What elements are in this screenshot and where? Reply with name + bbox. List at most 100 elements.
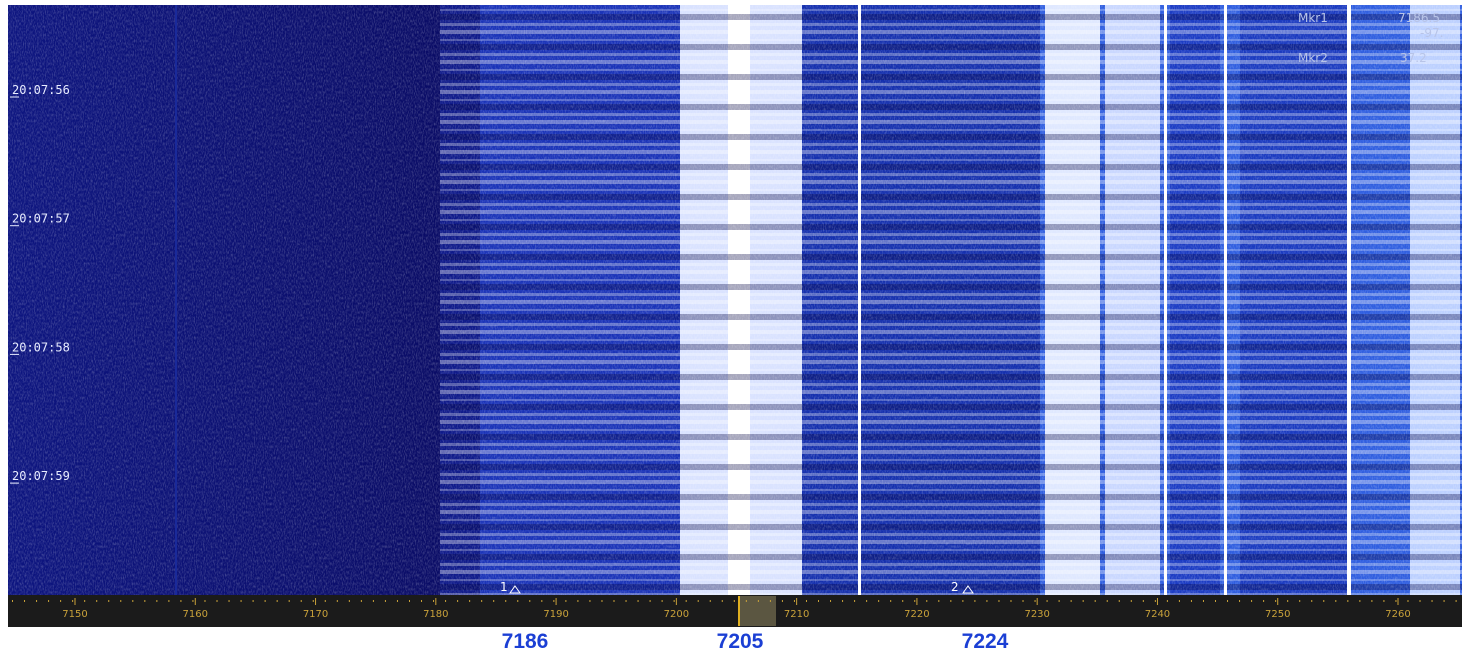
minor-tick	[1034, 600, 1036, 602]
minor-tick	[1106, 600, 1108, 602]
minor-tick	[1395, 600, 1397, 602]
minor-tick	[1142, 600, 1144, 602]
minor-tick	[589, 600, 591, 602]
minor-tick	[757, 600, 759, 602]
marker-triangle	[962, 585, 974, 594]
minor-tick	[168, 600, 170, 602]
minor-tick	[733, 600, 735, 602]
tick-label: 7240	[1145, 609, 1170, 620]
minor-tick	[96, 600, 98, 602]
minor-tick	[805, 600, 807, 602]
readout-text: -97.	[1420, 26, 1443, 40]
minor-tick	[1046, 600, 1048, 602]
minor-tick	[1010, 600, 1012, 602]
tick-label: 7220	[904, 609, 929, 620]
time-label: 20:07:56	[12, 83, 70, 97]
time-label: 20:07:59	[12, 469, 70, 483]
minor-tick	[1154, 600, 1156, 602]
minor-tick	[601, 600, 603, 602]
time-label: 20:07:58	[12, 340, 70, 354]
minor-tick	[60, 600, 62, 602]
minor-tick	[144, 600, 146, 602]
minor-tick	[878, 600, 880, 602]
minor-tick	[1407, 600, 1409, 602]
waterfall	[8, 5, 1462, 595]
minor-tick	[264, 600, 266, 602]
time-label: 20:07:57	[12, 212, 70, 226]
minor-tick	[721, 600, 723, 602]
minor-tick	[649, 600, 651, 602]
minor-tick	[1287, 600, 1289, 602]
minor-tick	[192, 600, 194, 602]
minor-tick	[769, 600, 771, 602]
minor-tick	[1443, 600, 1445, 602]
minor-tick	[324, 600, 326, 602]
minor-tick	[204, 600, 206, 602]
minor-tick	[1359, 600, 1361, 602]
minor-tick	[1082, 600, 1084, 602]
minor-tick	[1371, 600, 1373, 602]
minor-tick	[408, 600, 410, 602]
minor-tick	[1455, 600, 1457, 602]
minor-tick	[360, 600, 362, 602]
tick-label: 7180	[423, 609, 448, 620]
minor-tick	[1070, 600, 1072, 602]
minor-tick	[1215, 600, 1216, 602]
minor-tick	[24, 600, 26, 602]
minor-tick	[1251, 600, 1253, 602]
minor-tick	[288, 600, 290, 602]
readout-text: Mkr2	[1298, 51, 1328, 65]
minor-tick	[276, 600, 278, 602]
minor-tick	[1275, 600, 1277, 602]
minor-tick	[517, 600, 519, 602]
minor-tick	[830, 600, 832, 602]
minor-tick	[1094, 600, 1096, 602]
minor-tick	[421, 600, 423, 602]
minor-tick	[48, 600, 50, 602]
minor-tick	[312, 600, 314, 602]
minor-tick	[890, 600, 892, 602]
minor-tick	[986, 600, 988, 602]
minor-tick	[709, 600, 711, 602]
tick-label: 7260	[1385, 609, 1410, 620]
tick-label: 7250	[1265, 609, 1290, 620]
marker-triangle	[509, 585, 521, 594]
tick-label: 7200	[664, 609, 689, 620]
minor-tick	[1178, 600, 1180, 602]
minor-tick	[336, 600, 338, 602]
minor-tick	[1130, 600, 1132, 602]
frequency-axis	[8, 595, 1462, 627]
minor-tick	[974, 600, 976, 602]
minor-tick	[854, 600, 856, 602]
minor-tick	[433, 600, 435, 602]
minor-tick	[252, 600, 254, 602]
minor-tick	[926, 600, 928, 602]
minor-tick	[673, 600, 675, 602]
minor-tick	[120, 600, 122, 602]
tick-label: 7190	[543, 609, 568, 620]
minor-tick	[469, 600, 471, 602]
frequency-label: 7224	[962, 630, 1009, 653]
marker-readout: Mkr1 7186.5 -97. Mkr2 37.2	[1298, 11, 1443, 65]
minor-tick	[938, 600, 940, 602]
minor-tick	[1431, 600, 1433, 602]
markers: 1 2	[500, 580, 974, 594]
minor-tick	[661, 600, 663, 602]
minor-tick	[36, 600, 38, 602]
minor-tick	[300, 600, 302, 602]
minor-tick	[481, 600, 483, 602]
marker-label: 2	[951, 580, 959, 594]
minor-tick	[396, 600, 398, 602]
minor-tick	[1311, 600, 1313, 602]
minor-tick	[781, 600, 783, 602]
minor-tick	[1383, 600, 1385, 602]
minor-tick	[1335, 600, 1337, 602]
minor-tick	[1118, 600, 1120, 602]
minor-tick	[529, 600, 531, 602]
minor-tick	[565, 600, 567, 602]
minor-tick	[180, 600, 182, 602]
tick-label: 7210	[784, 609, 809, 620]
minor-tick	[1263, 600, 1265, 602]
